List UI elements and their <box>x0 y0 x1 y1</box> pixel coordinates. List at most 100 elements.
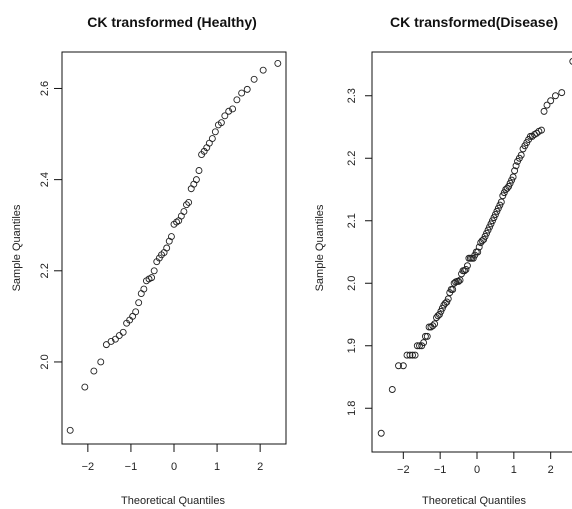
healthy-data-point <box>165 237 173 245</box>
disease-data-point <box>517 151 525 159</box>
disease-data-point <box>421 332 429 340</box>
healthy-data-point <box>183 201 190 209</box>
disease-data-point <box>437 307 445 315</box>
disease-data-point <box>406 351 414 359</box>
disease-data-point <box>499 192 507 200</box>
healthy-points <box>66 59 282 434</box>
disease-data-point <box>456 276 464 284</box>
disease-data-point <box>377 429 385 437</box>
disease-x-tick-label: −2 <box>397 464 410 476</box>
disease-data-point <box>395 362 402 370</box>
healthy-data-point <box>208 135 216 143</box>
healthy-data-point <box>135 299 143 307</box>
healthy-data-point <box>81 383 89 391</box>
healthy-data-point <box>195 167 203 174</box>
disease-data-point <box>508 176 516 184</box>
disease-x-tick-label: 2 <box>548 464 554 476</box>
disease-data-point <box>558 89 566 97</box>
disease-data-point <box>480 236 488 243</box>
healthy-x-tick-label: −2 <box>82 461 95 473</box>
healthy-data-point <box>225 107 233 115</box>
healthy-data-point <box>102 341 110 349</box>
disease-data-point <box>509 173 517 181</box>
disease-x-ticks: −2 −1 0 1 2 <box>397 452 554 476</box>
disease-chart-title: CK transformed(Disease) <box>390 14 558 30</box>
disease-data-point <box>491 211 499 218</box>
disease-data-point <box>455 277 463 285</box>
disease-x-tick-label: 0 <box>474 464 480 476</box>
healthy-data-point <box>167 233 175 241</box>
disease-data-point <box>487 220 495 228</box>
disease-y-tick-label: 2.3 <box>346 88 358 103</box>
disease-data-point <box>503 184 511 192</box>
healthy-x-axis-label: Theoretical Quantiles <box>121 495 225 507</box>
healthy-data-point <box>187 185 195 193</box>
disease-data-point <box>506 179 514 187</box>
disease-data-point <box>411 351 419 359</box>
disease-data-point <box>423 332 431 340</box>
disease-data-point <box>469 254 477 262</box>
healthy-data-point <box>177 212 185 220</box>
healthy-data-point <box>238 89 246 97</box>
disease-data-point <box>543 101 551 109</box>
disease-data-point <box>486 223 493 231</box>
disease-data-point <box>569 58 572 65</box>
healthy-data-point <box>111 335 119 343</box>
healthy-data-point <box>259 66 267 74</box>
disease-data-point <box>493 207 501 215</box>
healthy-data-point <box>66 426 74 434</box>
healthy-data-point <box>229 105 237 113</box>
healthy-y-axis-label: Sample Quantiles <box>11 204 23 291</box>
disease-data-point <box>403 351 411 359</box>
healthy-y-ticks: 2.0 2.2 2.4 2.6 <box>39 81 62 370</box>
healthy-data-point <box>221 112 229 120</box>
healthy-data-point <box>163 244 171 252</box>
disease-data-point <box>461 267 468 275</box>
disease-data-point <box>540 107 548 115</box>
healthy-x-ticks: −2 −1 0 1 2 <box>82 444 263 473</box>
healthy-data-point <box>115 332 123 339</box>
disease-y-tick-label: 2.1 <box>346 213 358 228</box>
healthy-data-point <box>132 308 140 316</box>
healthy-data-point <box>119 328 127 336</box>
healthy-data-point <box>192 176 200 184</box>
healthy-x-tick-label: −1 <box>125 461 138 473</box>
healthy-data-point <box>190 180 198 188</box>
disease-y-tick-label: 1.9 <box>346 338 358 353</box>
disease-data-point <box>483 229 491 237</box>
disease-points <box>377 58 572 437</box>
disease-x-tick-label: 1 <box>511 464 517 476</box>
healthy-plot-frame <box>61 51 287 445</box>
disease-data-point <box>388 386 396 393</box>
disease-data-point <box>481 232 489 240</box>
healthy-y-tick-label: 2.4 <box>39 172 51 187</box>
disease-data-point <box>494 204 502 212</box>
disease-plot-frame <box>371 51 572 453</box>
healthy-y-tick-label: 2.6 <box>39 81 51 96</box>
disease-data-point <box>511 167 519 175</box>
disease-data-point <box>552 92 559 100</box>
disease-data-point <box>429 322 437 330</box>
healthy-chart-title: CK transformed (Healthy) <box>87 14 257 30</box>
disease-qq-panel: CK transformed(Disease) −2 −1 0 1 2 1.8 1.9 2.… <box>314 14 572 507</box>
healthy-x-tick-label: 2 <box>257 461 263 473</box>
disease-data-point <box>490 214 498 222</box>
healthy-data-point <box>233 96 241 104</box>
healthy-data-point <box>150 267 158 275</box>
healthy-data-point <box>137 290 145 298</box>
healthy-x-tick-label: 0 <box>171 461 177 473</box>
healthy-data-point <box>217 119 225 127</box>
healthy-data-point <box>185 198 193 206</box>
disease-data-point <box>496 201 504 209</box>
disease-data-point <box>438 304 446 312</box>
healthy-x-tick-label: 1 <box>214 461 220 473</box>
healthy-data-point <box>90 367 98 375</box>
disease-data-point <box>463 262 471 270</box>
disease-y-ticks: 1.8 1.9 2.0 2.1 2.2 2.3 <box>346 88 372 416</box>
disease-data-point <box>413 342 421 350</box>
healthy-data-point <box>97 358 105 366</box>
healthy-y-tick-label: 2.2 <box>39 263 51 278</box>
healthy-data-point <box>250 75 258 83</box>
disease-data-point <box>399 362 407 370</box>
